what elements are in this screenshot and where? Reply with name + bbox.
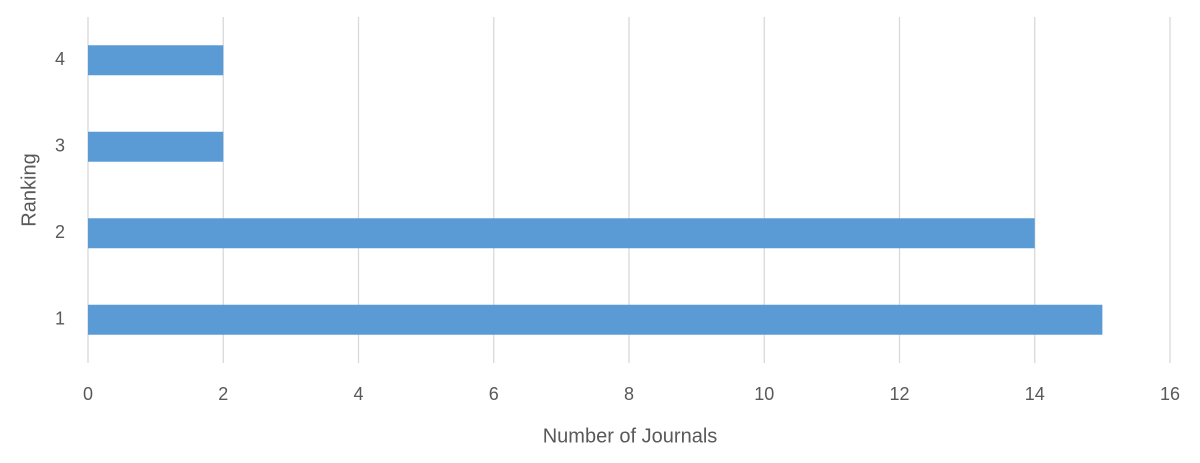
x-tick-label: 2 bbox=[218, 384, 228, 404]
bar bbox=[88, 45, 224, 76]
x-tick-label: 0 bbox=[83, 384, 93, 404]
x-tick-label: 14 bbox=[1025, 384, 1045, 404]
y-tick-label: 4 bbox=[55, 49, 65, 69]
y-tick-label: 1 bbox=[55, 309, 65, 329]
x-tick-label: 8 bbox=[624, 384, 634, 404]
y-tick-label: 3 bbox=[55, 136, 65, 156]
x-tick-label: 6 bbox=[489, 384, 499, 404]
bar bbox=[88, 131, 224, 162]
y-tick-label: 2 bbox=[55, 222, 65, 242]
x-tick-label: 10 bbox=[754, 384, 774, 404]
x-tick-label: 12 bbox=[889, 384, 909, 404]
bar bbox=[88, 218, 1035, 249]
x-tick-label: 16 bbox=[1160, 384, 1180, 404]
x-axis-label: Number of Journals bbox=[543, 425, 718, 447]
bar bbox=[88, 304, 1103, 335]
y-axis-label: Ranking bbox=[18, 153, 40, 226]
x-tick-label: 4 bbox=[353, 384, 363, 404]
